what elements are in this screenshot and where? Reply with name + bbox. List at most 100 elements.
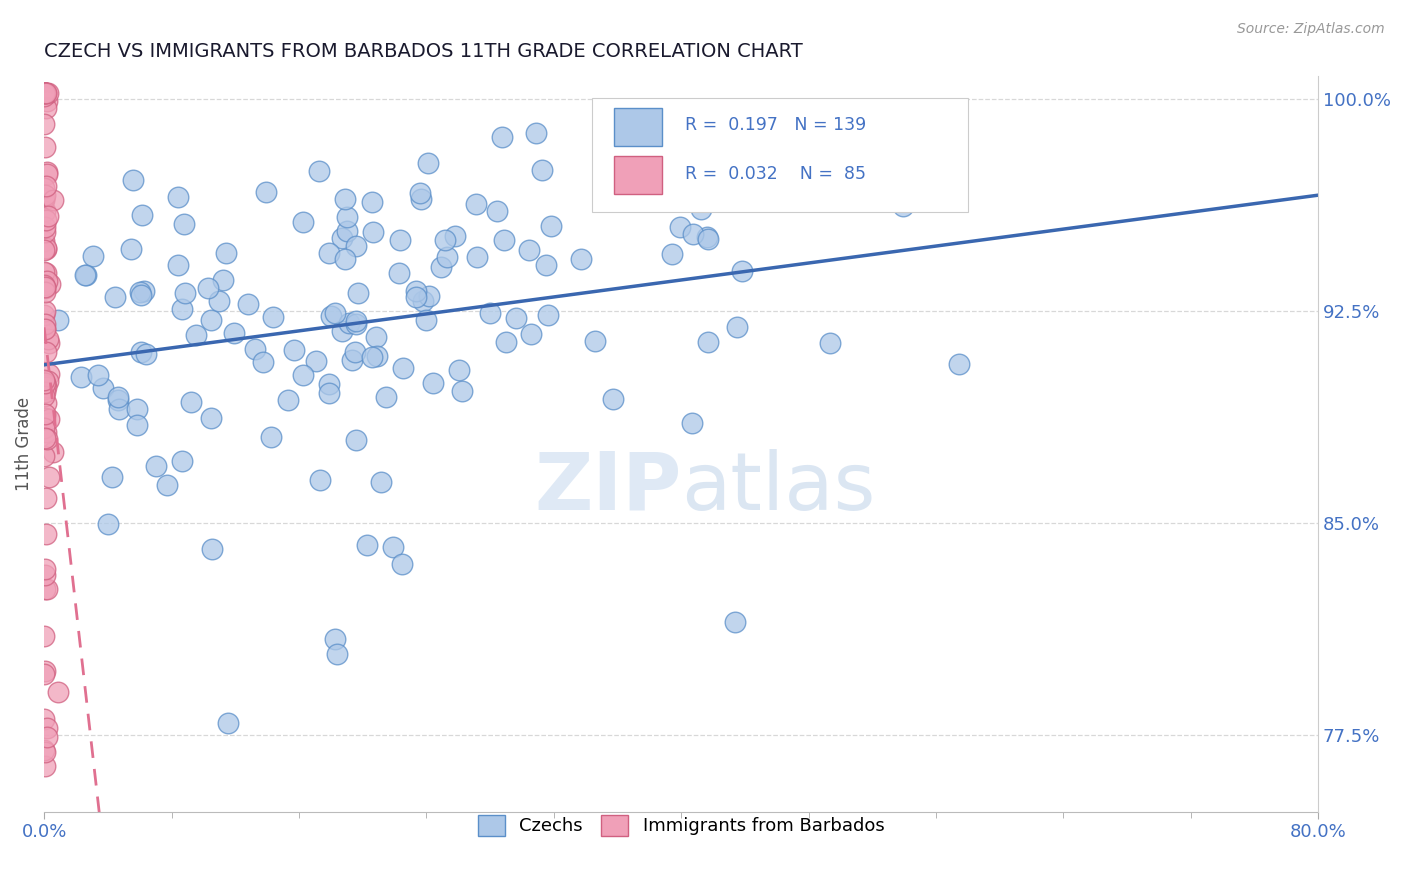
Point bbox=[583, 334, 606, 348]
Point bbox=[356, 538, 378, 552]
Point bbox=[82, 249, 104, 263]
Point bbox=[34, 188, 56, 202]
Point bbox=[891, 199, 914, 213]
Point bbox=[661, 247, 683, 261]
Point bbox=[32, 191, 55, 205]
Point bbox=[34, 378, 56, 392]
Point bbox=[35, 380, 58, 394]
Point bbox=[135, 346, 157, 360]
Point bbox=[32, 181, 55, 195]
Point bbox=[34, 225, 56, 239]
Point bbox=[32, 373, 55, 387]
Point bbox=[34, 322, 56, 336]
Point bbox=[200, 313, 222, 327]
Point bbox=[254, 185, 277, 199]
Point bbox=[32, 117, 55, 131]
Point bbox=[35, 86, 58, 100]
Point bbox=[131, 208, 153, 222]
Point bbox=[34, 376, 56, 390]
Point bbox=[35, 345, 58, 359]
Point bbox=[184, 327, 207, 342]
Point bbox=[173, 217, 195, 231]
Point bbox=[340, 353, 363, 368]
Point bbox=[170, 302, 193, 317]
Point bbox=[174, 285, 197, 300]
Point bbox=[70, 370, 93, 384]
Point bbox=[35, 212, 58, 227]
Point bbox=[200, 542, 222, 557]
Point bbox=[321, 309, 343, 323]
Point bbox=[697, 232, 720, 246]
Point bbox=[34, 742, 56, 756]
Text: R =  0.032    N =  85: R = 0.032 N = 85 bbox=[685, 165, 866, 183]
Point bbox=[34, 219, 56, 234]
Point bbox=[34, 759, 56, 773]
Point bbox=[35, 266, 58, 280]
Point bbox=[392, 361, 415, 376]
FancyBboxPatch shape bbox=[613, 108, 662, 146]
Point bbox=[129, 288, 152, 302]
Point bbox=[34, 204, 56, 219]
Point bbox=[131, 345, 153, 359]
Point bbox=[32, 380, 55, 394]
Point bbox=[277, 393, 299, 408]
Point bbox=[569, 252, 592, 267]
Point bbox=[180, 395, 202, 409]
Point bbox=[156, 477, 179, 491]
Point bbox=[35, 425, 58, 439]
Point bbox=[291, 214, 314, 228]
Point bbox=[38, 412, 60, 426]
Point bbox=[125, 402, 148, 417]
Point bbox=[405, 284, 427, 298]
Point bbox=[537, 308, 560, 322]
Y-axis label: 11th Grade: 11th Grade bbox=[15, 397, 32, 491]
Point bbox=[217, 715, 239, 730]
Point bbox=[34, 279, 56, 293]
Text: atlas: atlas bbox=[681, 449, 876, 527]
FancyBboxPatch shape bbox=[613, 155, 662, 194]
Point bbox=[388, 266, 411, 280]
Point bbox=[464, 197, 486, 211]
Point bbox=[370, 475, 392, 489]
Point bbox=[37, 432, 59, 446]
Point bbox=[34, 86, 56, 100]
Point bbox=[479, 306, 502, 320]
Point bbox=[32, 389, 55, 403]
Point bbox=[38, 469, 60, 483]
Point bbox=[366, 349, 388, 363]
Point bbox=[34, 86, 56, 100]
Point bbox=[34, 139, 56, 153]
Point bbox=[35, 731, 58, 745]
Point bbox=[283, 343, 305, 357]
Point bbox=[34, 309, 56, 323]
Point bbox=[820, 335, 842, 350]
Point bbox=[34, 582, 56, 596]
Point bbox=[260, 430, 283, 444]
Point bbox=[682, 227, 704, 241]
Point bbox=[35, 168, 58, 182]
Point bbox=[35, 243, 58, 257]
Point bbox=[46, 685, 69, 699]
Point bbox=[602, 392, 624, 407]
Point bbox=[37, 374, 59, 388]
Point bbox=[75, 268, 97, 282]
Point bbox=[32, 449, 55, 463]
Point bbox=[519, 327, 541, 342]
Point bbox=[524, 126, 547, 140]
FancyBboxPatch shape bbox=[592, 98, 967, 212]
Point bbox=[243, 342, 266, 356]
Point bbox=[132, 284, 155, 298]
Point bbox=[333, 193, 356, 207]
Point bbox=[405, 290, 427, 304]
Point bbox=[37, 86, 59, 100]
Point bbox=[34, 407, 56, 421]
Point bbox=[35, 101, 58, 115]
Point bbox=[347, 285, 370, 300]
Point bbox=[412, 294, 434, 309]
Point bbox=[32, 421, 55, 435]
Point bbox=[34, 384, 56, 399]
Point bbox=[104, 289, 127, 303]
Point bbox=[34, 86, 56, 100]
Point bbox=[212, 272, 235, 286]
Point bbox=[166, 189, 188, 203]
